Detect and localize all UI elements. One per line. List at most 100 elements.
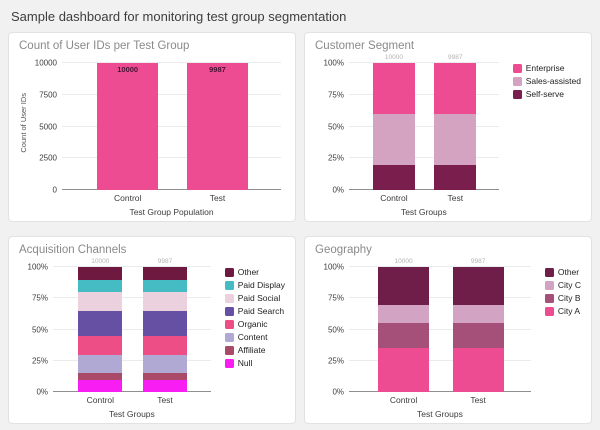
bar-segment-city-c[interactable] — [452, 304, 504, 324]
bar-segment-city-c[interactable] — [378, 304, 429, 324]
legend-label: Enterprise — [525, 63, 565, 73]
bar-segment-self-serve[interactable] — [434, 164, 477, 190]
legend-label: Affiliate — [237, 345, 266, 355]
bar-segment-affiliate[interactable] — [142, 373, 188, 380]
legend-item-organic[interactable]: Organic — [224, 319, 285, 329]
bar-segment-city-b[interactable] — [452, 323, 504, 349]
gridline — [349, 359, 531, 361]
chart-card-acquisition-channels: Acquisition Channels 0% 25% 50% 75% 100% 1000… — [8, 236, 296, 424]
bar-segment-sales-assisted[interactable] — [372, 113, 415, 165]
gridline — [349, 62, 499, 63]
bar-segment-affiliate[interactable] — [78, 373, 123, 380]
legend-label: City A — [557, 306, 581, 316]
bar-segment-paid-search[interactable] — [142, 310, 188, 336]
plot-zone: 0 2500 5000 7500 10000 10000 9987 Control Test … — [28, 53, 285, 218]
x-axis-labels: Control Test — [62, 190, 281, 203]
bar-test[interactable]: 9987 — [142, 258, 188, 392]
bar-segment-paid-social[interactable] — [78, 292, 123, 311]
x-axis-labels: Control Test — [349, 392, 531, 405]
x-axis-title: Test Groups — [417, 409, 463, 419]
legend-item-null[interactable]: Null — [224, 358, 285, 368]
x-axis-line — [53, 391, 211, 392]
bar-segment-enterprise[interactable] — [372, 63, 415, 114]
bar-segment-paid-search[interactable] — [78, 310, 123, 336]
legend-item-other[interactable]: Other — [544, 267, 581, 277]
bar-segment-self-serve[interactable] — [372, 164, 415, 190]
gridline — [349, 93, 499, 95]
chart-legend: Other City C City B City A — [535, 257, 581, 316]
bar-segment-sales-assisted[interactable] — [434, 113, 477, 165]
legend-item-self-serve[interactable]: Self-serve — [512, 89, 581, 99]
chart-body: 0% 25% 50% 75% 100% 10000 9987 Control Test Tes… — [315, 257, 581, 420]
bar-segment-city-b[interactable] — [378, 323, 429, 349]
bar-control[interactable]: 10000 — [372, 54, 415, 190]
gridline — [53, 328, 211, 330]
legend-item-content[interactable]: Content — [224, 332, 285, 342]
bar-control[interactable]: 10000 — [78, 258, 123, 392]
legend-swatch-icon — [224, 319, 234, 329]
bar-segment-organic[interactable] — [78, 335, 123, 355]
legend-item-city-a[interactable]: City A — [544, 306, 581, 316]
bar-segment-organic[interactable] — [142, 335, 188, 355]
x-tick-label: Test — [470, 395, 486, 405]
bar-segment-paid-display[interactable] — [78, 279, 123, 292]
legend-item-city-b[interactable]: City B — [544, 293, 581, 303]
y-tick-label: 100% — [323, 58, 344, 68]
bar-segment-other[interactable] — [78, 267, 123, 280]
bar-segment-other[interactable] — [142, 267, 188, 280]
bar-segment-null[interactable] — [78, 379, 123, 392]
bar-segment-other[interactable] — [452, 267, 504, 305]
y-tick-label: 75% — [327, 90, 344, 100]
bar-segment-content[interactable] — [78, 354, 123, 374]
x-axis-title: Test Group Population — [129, 207, 214, 217]
legend-item-other[interactable]: Other — [224, 267, 285, 277]
legend-item-sales-assisted[interactable]: Sales-assisted — [512, 76, 581, 86]
gridline — [53, 359, 211, 361]
legend-swatch-icon — [224, 358, 234, 368]
bar-segment-other[interactable] — [378, 267, 429, 305]
bar-control[interactable]: 10000 — [378, 258, 429, 392]
legend-item-paid-display[interactable]: Paid Display — [224, 280, 285, 290]
x-tick-label: Control — [389, 395, 418, 405]
plot-area: 0% 25% 50% 75% 100% 10000 9987 — [324, 258, 531, 397]
chart-card-user-count: Count of User IDs per Test Group Count o… — [8, 32, 296, 222]
x-axis-line — [349, 189, 499, 190]
bar-test[interactable]: 9987 — [452, 258, 504, 392]
x-tick-label: Control — [86, 395, 115, 405]
gridline — [349, 266, 531, 267]
y-tick-label: 50% — [327, 325, 344, 334]
bar-control[interactable]: 10000 — [97, 63, 159, 190]
legend-swatch-icon — [512, 89, 522, 99]
bar-total-label: 9987 — [470, 258, 486, 265]
bar-segment-city-a[interactable] — [452, 348, 504, 392]
chart-title: Count of User IDs per Test Group — [19, 40, 190, 52]
x-axis-labels: Control Test — [349, 190, 499, 203]
bar-test[interactable]: 9987 — [434, 54, 477, 190]
x-tick-label: Test — [447, 193, 464, 203]
y-tick-label: 25% — [31, 356, 48, 366]
x-tick-label: Test — [209, 193, 226, 203]
y-tick-label: 50% — [327, 122, 344, 131]
bar-segment-paid-display[interactable] — [142, 279, 188, 292]
bar-value-label: 10000 — [117, 65, 139, 74]
x-tick-label: Test — [157, 395, 173, 405]
bar-test[interactable]: 9987 — [186, 63, 249, 190]
legend-item-enterprise[interactable]: Enterprise — [512, 63, 581, 73]
bar-value-label: 9987 — [209, 65, 226, 75]
gridline — [349, 328, 531, 330]
legend-swatch-icon — [544, 306, 554, 316]
legend-item-city-c[interactable]: City C — [544, 280, 581, 290]
legend-item-affiliate[interactable]: Affiliate — [224, 345, 285, 355]
legend-item-paid-social[interactable]: Paid Social — [224, 293, 285, 303]
y-tick-label: 7500 — [39, 90, 57, 100]
y-tick-label: 5000 — [39, 122, 57, 131]
y-tick-label: 10000 — [34, 58, 57, 68]
y-tick-label: 100% — [27, 262, 48, 272]
bar-segment-city-a[interactable] — [378, 348, 429, 392]
bar-segment-enterprise[interactable] — [434, 63, 477, 114]
bar-segment-content[interactable] — [142, 354, 188, 374]
y-tick-label: 75% — [31, 293, 48, 303]
bar-segment-null[interactable] — [142, 379, 188, 392]
legend-item-paid-search[interactable]: Paid Search — [224, 306, 285, 316]
bar-segment-paid-social[interactable] — [142, 292, 188, 311]
